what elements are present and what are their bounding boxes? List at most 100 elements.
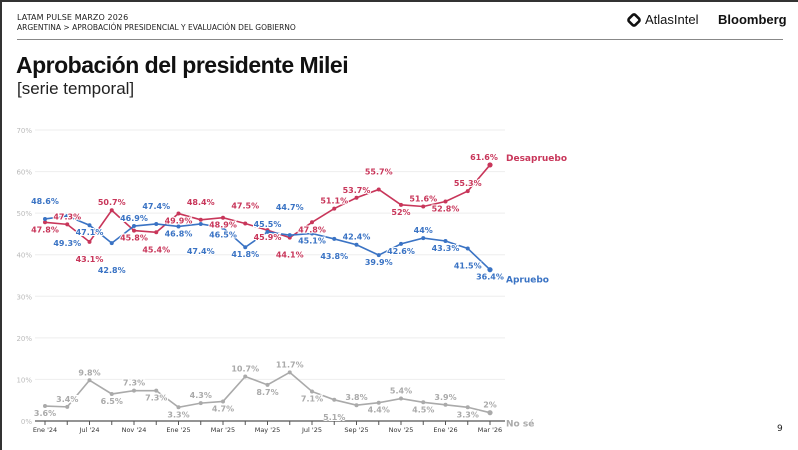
data-point: [399, 396, 403, 401]
data-point: [332, 397, 337, 402]
series-end-label: Apruebo: [506, 276, 549, 286]
data-point: [287, 233, 292, 238]
data-label: 46.8%: [165, 229, 193, 238]
data-label: 44%: [414, 226, 433, 235]
data-point: [154, 230, 159, 235]
data-label: 45.1%: [298, 237, 326, 246]
report-kicker: LATAM PULSE MARZO 2026: [17, 13, 129, 22]
data-point: [87, 378, 92, 383]
data-point: [221, 225, 225, 230]
data-label: 48.4%: [187, 198, 215, 207]
data-point: [265, 229, 270, 234]
x-tick-label: Nov '24: [122, 426, 147, 434]
data-label: 48.9%: [209, 221, 237, 230]
data-point: [287, 370, 292, 375]
breadcrumb: ARGENTINA > APROBACIÓN PRESIDENCIAL Y EV…: [17, 23, 296, 32]
data-label: 7.3%: [123, 379, 145, 388]
y-tick-label: 0%: [21, 418, 32, 426]
data-label: 5.1%: [323, 413, 345, 422]
data-point: [132, 388, 136, 393]
data-label: 41.8%: [231, 250, 259, 259]
data-label: 49.3%: [53, 239, 81, 248]
data-point: [399, 202, 403, 207]
data-point: [354, 403, 359, 408]
data-point: [376, 253, 381, 258]
data-point: [176, 211, 181, 216]
data-point: [421, 400, 426, 405]
data-label: 43.3%: [432, 244, 460, 253]
data-point: [198, 401, 203, 406]
data-label: 45.8%: [120, 234, 148, 243]
data-point: [354, 242, 359, 247]
y-tick-label: 40%: [16, 252, 32, 260]
data-label: 51.1%: [320, 197, 348, 206]
data-point: [243, 374, 248, 379]
data-label: 47.1%: [76, 228, 104, 237]
data-label: 3.4%: [56, 395, 78, 404]
series-end-label: Desapruebo: [506, 154, 567, 164]
data-label: 4.7%: [212, 404, 234, 413]
data-point: [465, 405, 470, 410]
data-point: [176, 405, 181, 410]
data-label: 47.4%: [187, 247, 215, 256]
header-divider: [17, 39, 783, 40]
data-label: 8.7%: [256, 388, 278, 397]
data-point: [376, 400, 381, 405]
data-label: 43.1%: [76, 255, 104, 264]
x-tick-label: Ene '26: [433, 426, 457, 434]
data-label: 4.3%: [190, 391, 212, 400]
data-point: [465, 189, 470, 194]
data-label: 50.7%: [98, 198, 126, 207]
data-label: 45.5%: [254, 220, 282, 229]
data-label: 6.5%: [101, 397, 123, 406]
x-tick-label: Mar '26: [478, 426, 502, 434]
x-tick-label: Ene '24: [33, 426, 57, 434]
x-tick-label: Jul '25: [301, 426, 322, 434]
frame-border-left: [0, 0, 2, 450]
data-point: [487, 410, 493, 416]
data-label: 4.5%: [412, 405, 434, 414]
data-point: [221, 399, 225, 404]
data-label: 52.8%: [432, 205, 460, 214]
data-label: 45.9%: [254, 233, 282, 242]
data-label: 52%: [391, 208, 410, 217]
data-point: [421, 236, 426, 241]
data-label: 55.7%: [365, 167, 393, 176]
data-point: [221, 215, 225, 220]
x-tick-label: Sep '25: [344, 426, 368, 434]
data-label: 10.7%: [231, 365, 259, 374]
data-point: [176, 224, 181, 229]
data-label: 44.7%: [276, 203, 304, 212]
x-tick-label: Jul '24: [79, 426, 100, 434]
atlasintel-diamond-icon: [627, 12, 641, 27]
data-point: [43, 220, 47, 225]
data-label: 51.6%: [409, 194, 437, 203]
data-point: [443, 238, 448, 243]
data-label: 5.4%: [390, 387, 412, 396]
x-tick-label: Ene '25: [166, 426, 190, 434]
atlasintel-wordmark: AtlasIntel: [645, 12, 699, 27]
data-point: [132, 224, 136, 229]
x-tick-label: Nov '25: [389, 426, 414, 434]
data-label: 11.7%: [276, 360, 304, 369]
data-label: 42.6%: [387, 247, 415, 256]
data-label: 41.5%: [454, 261, 482, 270]
data-label: 7.3%: [145, 394, 167, 403]
data-label: 3.8%: [345, 393, 367, 402]
data-point: [132, 228, 136, 233]
data-point: [332, 206, 337, 211]
data-label: 44.1%: [276, 251, 304, 260]
data-point: [265, 382, 270, 387]
y-tick-label: 50%: [16, 210, 32, 218]
data-point: [43, 216, 47, 221]
y-tick-label: 20%: [16, 335, 32, 343]
data-point: [109, 208, 114, 213]
data-label: 42.8%: [98, 266, 126, 275]
data-point: [399, 241, 403, 246]
data-point: [198, 217, 203, 222]
data-point: [487, 162, 493, 168]
data-point: [310, 389, 314, 394]
data-label: 3.3%: [457, 410, 479, 419]
data-label: 47.8%: [298, 225, 326, 234]
